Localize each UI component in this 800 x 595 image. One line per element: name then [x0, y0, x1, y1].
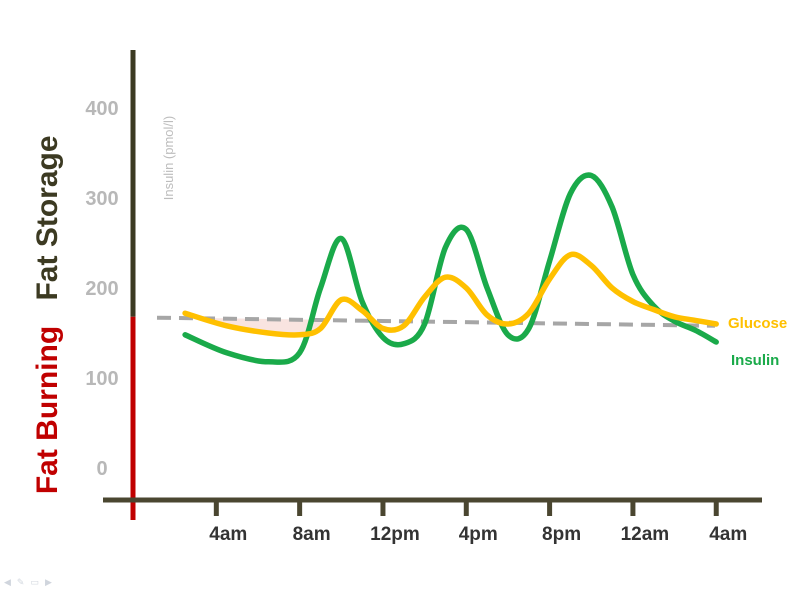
- x-tick-label: 4am: [209, 524, 247, 545]
- fasting-shaded-region: [185, 313, 321, 335]
- legend-glucose-label: Glucose: [728, 315, 788, 332]
- x-tick-label: 8pm: [542, 524, 581, 545]
- y-tick-label: 400: [85, 98, 118, 120]
- slide-controls: ◀ ✎ ▭ ▶: [4, 577, 52, 588]
- y-tick-label: 100: [85, 368, 118, 390]
- threshold-reference-line: [156, 315, 716, 328]
- x-tick-label: 4am: [709, 524, 747, 545]
- reference-line-layer: [156, 315, 716, 328]
- y-tick-label: 200: [85, 278, 118, 300]
- y-tick-label: 0: [96, 458, 107, 480]
- next-slide-icon[interactable]: ▶: [44, 577, 52, 587]
- slide-menu-icon[interactable]: ▭: [30, 577, 39, 587]
- axis-layer: [103, 50, 762, 520]
- x-tick-label: 12pm: [370, 524, 420, 545]
- pen-icon[interactable]: ✎: [16, 577, 25, 587]
- series-line-insulin: [182, 172, 719, 365]
- previous-slide-icon[interactable]: ◀: [4, 577, 11, 587]
- y-tick-label: 300: [85, 188, 118, 210]
- series-line-glucose: [182, 251, 719, 338]
- y-axis-unit-label: Insulin (pmol/l): [161, 116, 176, 201]
- series-layer: [182, 172, 719, 365]
- shaded-region-layer: [185, 313, 321, 335]
- label-layer: 4am 8am 12pm 4pm 8pm 12am 4am 0 100 200 300 400 Insu…: [31, 98, 747, 545]
- legend-insulin-label: Insulin: [731, 352, 780, 369]
- x-tick-label: 8am: [293, 524, 331, 545]
- x-tick-label: 12am: [621, 524, 670, 545]
- fat-storage-zone-label: Fat Storage: [31, 135, 64, 300]
- x-tick-label: 4pm: [459, 524, 498, 545]
- fat-burning-zone-label: Fat Burning: [31, 326, 64, 494]
